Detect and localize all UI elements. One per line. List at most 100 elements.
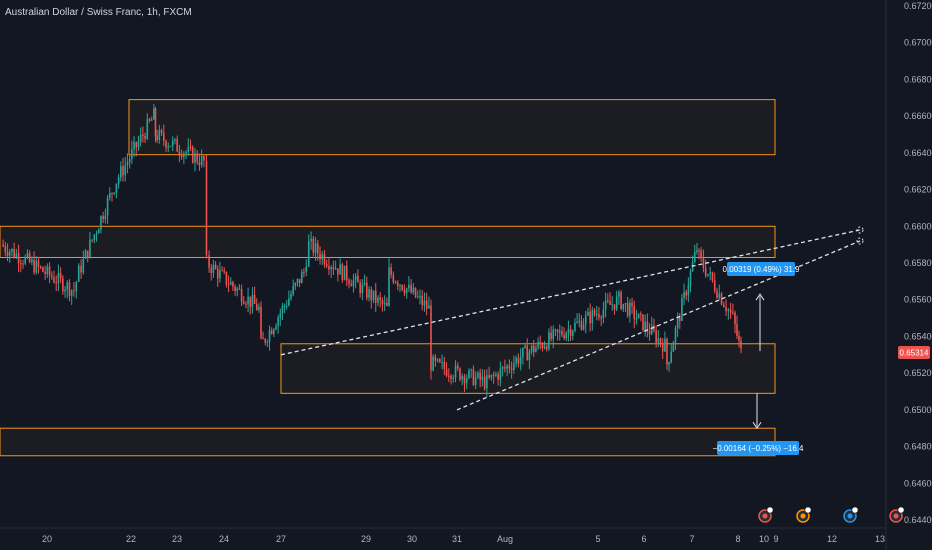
candle-body: [352, 280, 355, 287]
candle-body: [678, 317, 681, 321]
candle-body: [372, 290, 375, 301]
trendline-handle[interactable]: [856, 237, 864, 245]
candle-body: [366, 282, 368, 298]
candle-body: [740, 340, 742, 349]
time-axis[interactable]: 20 22 23 24 27 29 30 31 Aug 5 6 7 8 9 10 12 13: [42, 534, 885, 544]
event-flag-icon[interactable]: [889, 506, 905, 523]
candle-body: [154, 108, 157, 137]
candle-body: [44, 271, 46, 274]
candle-body: [189, 146, 192, 148]
candle-body: [718, 293, 721, 298]
candle-body: [448, 375, 450, 377]
candle-body: [86, 250, 89, 258]
candle-body: [463, 375, 466, 384]
candle-body: [264, 338, 267, 343]
candle-body: [191, 147, 194, 163]
candle-body: [537, 341, 539, 348]
candle-body: [635, 318, 638, 320]
candle-body: [707, 273, 709, 276]
candle-body: [428, 305, 430, 309]
measure-label-lower[interactable]: −0.00164 (−0.25%) −16.4: [713, 441, 805, 455]
candle-body: [535, 347, 537, 353]
candle-body: [620, 292, 622, 309]
time-tick-label: 10: [759, 534, 769, 544]
candle-body: [303, 272, 305, 274]
candle-body: [183, 153, 185, 158]
candle-body: [2, 244, 4, 247]
candle-body: [738, 336, 740, 341]
candle-body: [488, 375, 490, 378]
candle-body: [727, 309, 730, 312]
time-tick-label: 23: [172, 534, 182, 544]
candle-body: [629, 302, 631, 316]
candle-body: [31, 259, 33, 262]
price-zone[interactable]: [128, 99, 776, 156]
candle-body: [672, 342, 675, 352]
candle-body: [425, 300, 428, 309]
candle-body: [212, 264, 215, 274]
candle-body: [262, 338, 264, 340]
candle-body: [587, 311, 589, 316]
candle-body: [640, 313, 642, 315]
candle-body: [122, 166, 124, 176]
candle-body: [732, 312, 734, 314]
candle-body: [607, 300, 609, 302]
trendline-handle[interactable]: [856, 226, 864, 234]
candle-body: [519, 357, 522, 364]
candle-body: [452, 377, 455, 379]
candle-body: [700, 250, 702, 258]
event-flag-icon[interactable]: [843, 506, 859, 523]
trendline[interactable]: [280, 229, 861, 356]
candle-body: [561, 331, 563, 336]
candle-body: [50, 275, 53, 278]
candle-body: [162, 132, 165, 141]
candle-body: [266, 341, 269, 343]
candle-body: [11, 248, 13, 252]
candle-body: [668, 362, 670, 365]
price-zone[interactable]: [0, 427, 776, 457]
candle-body: [598, 314, 600, 318]
price-zone[interactable]: [0, 225, 776, 258]
current-price-label: 0.65314: [900, 349, 929, 358]
candle-body: [609, 301, 611, 305]
candle-body: [133, 142, 135, 150]
measure-down-arrowhead: [752, 421, 762, 430]
candle-body: [510, 368, 513, 371]
candle-body: [219, 270, 221, 279]
candle-body: [454, 365, 457, 378]
candle-body: [501, 367, 504, 369]
candle-body: [194, 153, 196, 163]
candle-body: [664, 338, 666, 352]
candle-body: [35, 260, 38, 273]
candle-body: [499, 368, 502, 380]
candle-body: [42, 267, 44, 272]
candle-body: [200, 155, 203, 166]
event-flag-icon[interactable]: [758, 506, 774, 523]
candle-body: [474, 377, 477, 386]
measure-label-upper[interactable]: 0.00319 (0.49%) 31.9: [723, 262, 800, 276]
event-flag-icon[interactable]: [796, 506, 812, 523]
candle-body: [403, 289, 406, 294]
candle-body: [8, 251, 11, 256]
candle-body: [370, 289, 373, 301]
candle-body: [108, 193, 111, 199]
candle-body: [53, 277, 55, 283]
time-tick-label: 29: [361, 534, 371, 544]
time-tick-label: 12: [827, 534, 837, 544]
candle-body: [504, 367, 506, 369]
candle-body: [178, 151, 181, 155]
candle-body: [24, 257, 27, 264]
candle-body: [273, 329, 275, 335]
candle-body: [676, 317, 679, 328]
candle-body: [441, 361, 443, 363]
candle-body: [115, 183, 118, 193]
candle-body: [68, 282, 71, 296]
candle-body: [374, 290, 377, 303]
candle-body: [359, 282, 361, 293]
